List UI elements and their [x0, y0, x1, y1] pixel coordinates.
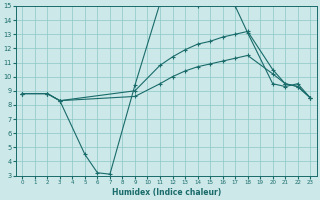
X-axis label: Humidex (Indice chaleur): Humidex (Indice chaleur) — [112, 188, 221, 197]
